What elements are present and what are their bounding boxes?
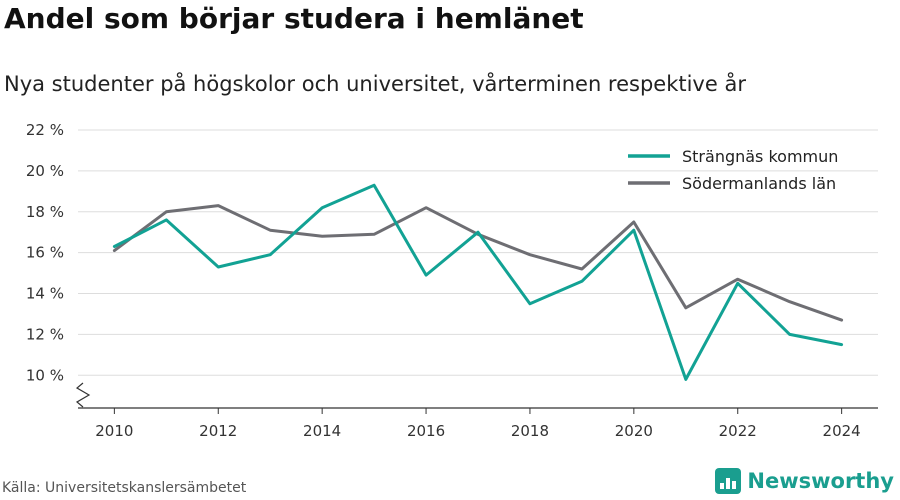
brand-name: Newsworthy <box>747 469 894 493</box>
y-tick-label: 10 % <box>26 366 64 384</box>
x-tick-label: 2018 <box>511 422 549 440</box>
x-tick-label: 2014 <box>303 422 341 440</box>
legend: Strängnäs kommun Södermanlands län <box>628 147 838 193</box>
source-note: Källa: Universitetskanslersämbetet <box>2 480 247 496</box>
y-tick-label: 22 % <box>26 121 64 139</box>
x-tick-label: 2010 <box>95 422 133 440</box>
series-lines <box>112 183 844 381</box>
newsworthy-logo-icon <box>715 468 742 494</box>
x-tick-label: 2012 <box>199 422 237 440</box>
chart-title: Andel som börjar studera i hemlänet <box>4 2 584 35</box>
x-tick-label: 2016 <box>407 422 445 440</box>
legend-label-2: Södermanlands län <box>682 174 836 193</box>
y-tick-label: 16 % <box>26 244 64 262</box>
chart-subtitle: Nya studenter på högskolor och universit… <box>4 72 746 96</box>
gridlines <box>78 129 878 376</box>
y-tick-label: 12 % <box>26 325 64 343</box>
x-tick-label: 2022 <box>719 422 757 440</box>
series-line-1 <box>112 183 844 381</box>
x-tick-label: 2024 <box>823 422 861 440</box>
y-axis-ticks: 10 % 12 % 14 % 16 % 18 % 20 % 22 % <box>26 121 64 384</box>
series-line-2 <box>112 204 844 322</box>
axes <box>75 382 878 409</box>
y-tick-label: 20 % <box>26 162 64 180</box>
brand: Newsworthy <box>715 468 894 494</box>
x-axis-ticks: 2010 2012 2014 2016 2018 2020 2022 2024 <box>95 408 861 440</box>
axis-break-icon <box>75 382 91 408</box>
y-tick-label: 18 % <box>26 203 64 221</box>
legend-label-1: Strängnäs kommun <box>682 147 838 166</box>
x-tick-label: 2020 <box>615 422 653 440</box>
y-tick-label: 14 % <box>26 285 64 303</box>
